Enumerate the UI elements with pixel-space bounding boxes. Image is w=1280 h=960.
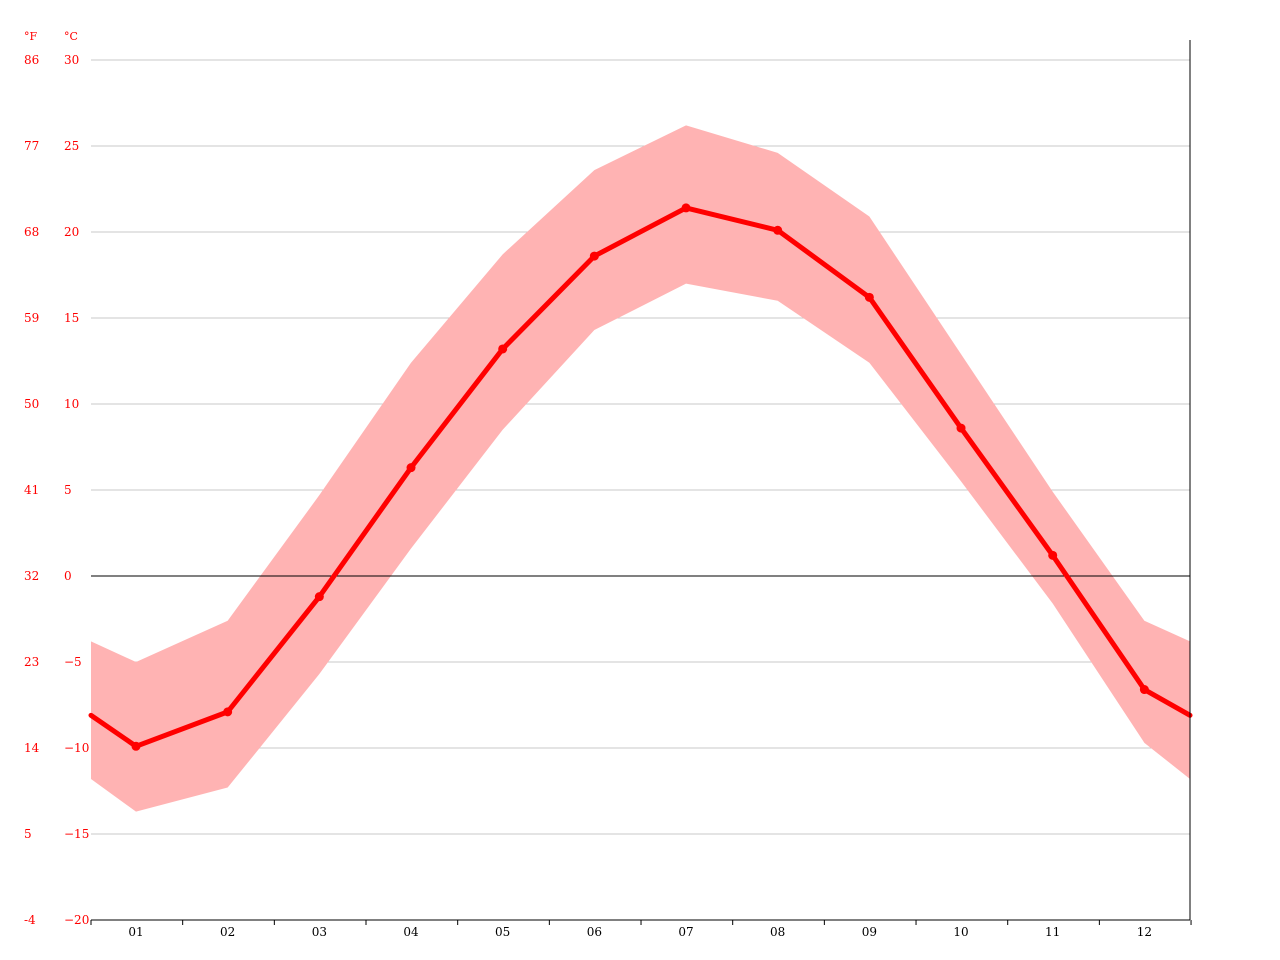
y-axis-labels: °F °C 86 30 77 25 68 20 59 15 50 10 41 5 32 0 23 −5 14 −1… — [24, 30, 89, 927]
average-point — [681, 203, 691, 213]
average-point — [589, 251, 599, 261]
y-tick-label-fahrenheit: 68 — [24, 225, 39, 239]
y-tick-label-fahrenheit: -4 — [24, 913, 36, 927]
y-tick-label-celsius: −20 — [64, 913, 89, 927]
axes — [90, 40, 1192, 925]
average-point — [1048, 550, 1058, 560]
y-tick-label-celsius: 5 — [64, 483, 72, 497]
y-tick-label-fahrenheit: 41 — [24, 483, 39, 497]
temperature-range-band — [91, 125, 1190, 812]
y-tick-label-celsius: −10 — [64, 741, 89, 755]
average-point — [864, 292, 874, 302]
average-point — [956, 423, 966, 433]
average-point — [1139, 685, 1149, 695]
y-tick-label-fahrenheit: 77 — [24, 139, 39, 153]
x-tick-label: 12 — [1137, 925, 1152, 939]
average-point — [131, 741, 141, 751]
y-tick-label-fahrenheit: 32 — [24, 569, 39, 583]
fahrenheit-unit-label: °F — [24, 30, 38, 43]
y-tick-label-celsius: 25 — [64, 139, 79, 153]
y-tick-label-fahrenheit: 50 — [24, 397, 39, 411]
x-tick-label: 08 — [770, 925, 785, 939]
average-point — [406, 463, 416, 473]
x-axis-labels: 01 02 03 04 05 06 07 08 09 10 11 12 — [128, 925, 1152, 939]
average-line-path — [88, 205, 1193, 749]
y-tick-label-fahrenheit: 14 — [24, 741, 40, 755]
x-tick-label: 01 — [128, 925, 143, 939]
average-point — [498, 344, 508, 354]
y-tick-label-celsius: 20 — [64, 225, 79, 239]
y-tick-label-fahrenheit: 23 — [24, 655, 39, 669]
x-tick-label: 06 — [587, 925, 602, 939]
average-point — [314, 592, 324, 602]
y-tick-label-fahrenheit: 59 — [24, 311, 39, 325]
y-tick-label-fahrenheit: 5 — [24, 827, 32, 841]
x-tick-label: 10 — [953, 925, 968, 939]
y-tick-label-celsius: 30 — [64, 53, 79, 67]
x-tick-label: 03 — [312, 925, 327, 939]
y-tick-label-fahrenheit: 86 — [24, 53, 39, 67]
y-tick-label-celsius: 15 — [64, 311, 79, 325]
x-tick-label: 05 — [495, 925, 510, 939]
x-tick-label: 02 — [220, 925, 235, 939]
x-tick-label: 07 — [678, 925, 693, 939]
y-tick-label-celsius: 10 — [64, 397, 79, 411]
y-tick-label-celsius: −15 — [64, 827, 89, 841]
range-band-area — [91, 125, 1190, 812]
average-point — [223, 707, 233, 717]
y-tick-label-celsius: −5 — [64, 655, 82, 669]
x-tick-label: 09 — [862, 925, 877, 939]
average-temperature-line — [88, 203, 1193, 751]
average-point — [773, 225, 783, 235]
x-tick-label: 04 — [403, 925, 419, 939]
celsius-unit-label: °C — [64, 30, 78, 43]
x-tick-label: 11 — [1045, 925, 1060, 939]
y-tick-label-celsius: 0 — [64, 569, 72, 583]
